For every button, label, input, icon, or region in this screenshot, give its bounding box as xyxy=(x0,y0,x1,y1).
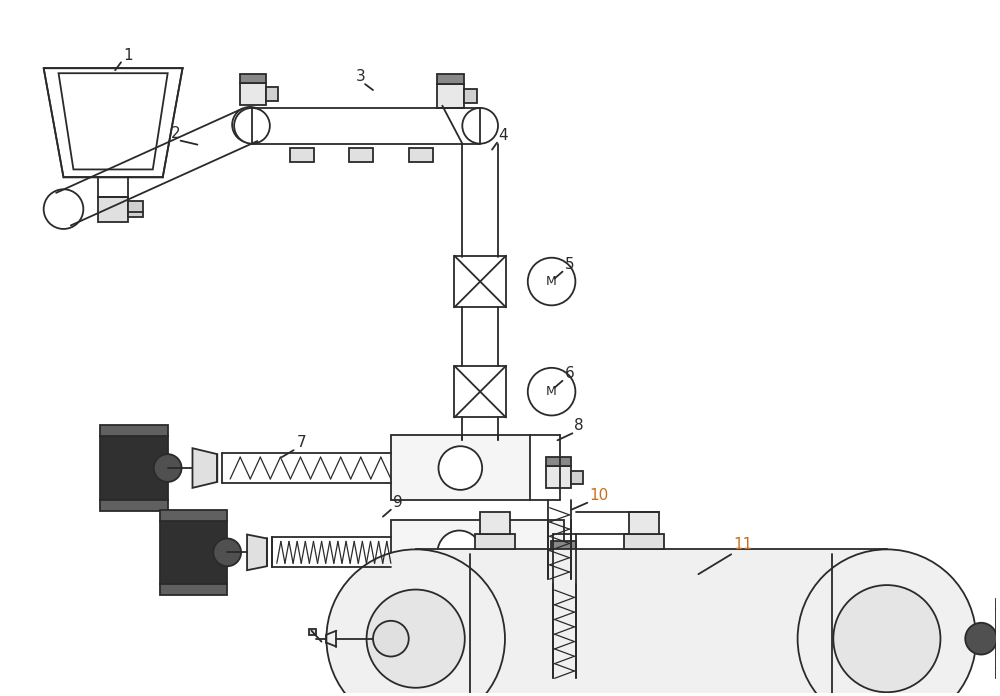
Text: 3: 3 xyxy=(356,69,366,84)
Text: 11: 11 xyxy=(733,537,752,553)
Bar xyxy=(551,541,576,551)
Bar xyxy=(128,201,143,217)
Bar xyxy=(454,366,506,418)
Text: 1: 1 xyxy=(123,48,133,63)
Text: M: M xyxy=(546,385,557,398)
Bar xyxy=(546,466,571,488)
Circle shape xyxy=(234,108,270,143)
Bar xyxy=(240,83,266,105)
Bar xyxy=(240,74,266,83)
Bar xyxy=(100,436,168,500)
Bar xyxy=(391,520,564,584)
Bar xyxy=(290,148,314,161)
Bar xyxy=(100,500,168,511)
Polygon shape xyxy=(247,535,267,570)
Bar xyxy=(551,551,576,572)
Bar xyxy=(437,84,464,108)
Circle shape xyxy=(833,585,940,693)
Circle shape xyxy=(965,623,997,654)
Bar xyxy=(160,584,227,595)
Circle shape xyxy=(438,446,482,490)
Bar xyxy=(996,668,1000,679)
Circle shape xyxy=(438,530,481,574)
Circle shape xyxy=(798,549,976,696)
Bar xyxy=(309,628,316,635)
Bar xyxy=(437,74,464,84)
Bar xyxy=(160,509,227,521)
Text: 4: 4 xyxy=(498,127,508,143)
Text: 10: 10 xyxy=(589,488,609,503)
Bar xyxy=(391,435,530,500)
Circle shape xyxy=(373,621,409,656)
Circle shape xyxy=(462,108,498,143)
Circle shape xyxy=(528,368,575,416)
Polygon shape xyxy=(192,448,217,488)
Text: M: M xyxy=(546,275,557,288)
Bar xyxy=(266,87,278,101)
Bar xyxy=(996,599,1000,609)
Bar xyxy=(624,534,664,549)
Text: 8: 8 xyxy=(574,418,584,434)
Text: 9: 9 xyxy=(393,495,403,509)
Bar xyxy=(409,148,433,161)
Polygon shape xyxy=(59,73,168,169)
Circle shape xyxy=(232,107,268,143)
Bar xyxy=(416,549,887,696)
Bar xyxy=(629,512,659,534)
Bar xyxy=(996,609,1000,668)
Text: 6: 6 xyxy=(564,366,574,381)
Text: 5: 5 xyxy=(564,257,574,271)
Bar xyxy=(475,534,515,549)
Circle shape xyxy=(367,590,465,688)
Bar xyxy=(454,255,506,308)
Bar xyxy=(98,197,128,222)
Circle shape xyxy=(213,539,241,567)
Polygon shape xyxy=(44,68,183,177)
Bar xyxy=(480,512,510,534)
Circle shape xyxy=(326,549,505,696)
Bar xyxy=(546,457,571,466)
Bar xyxy=(349,148,373,161)
Circle shape xyxy=(154,454,182,482)
Circle shape xyxy=(44,189,83,229)
Text: 7: 7 xyxy=(297,435,306,450)
Text: 2: 2 xyxy=(171,126,180,141)
Bar xyxy=(576,555,588,568)
Bar xyxy=(464,89,477,103)
Bar xyxy=(571,471,583,484)
Bar xyxy=(160,521,227,584)
Bar xyxy=(100,425,168,436)
Circle shape xyxy=(528,258,575,306)
